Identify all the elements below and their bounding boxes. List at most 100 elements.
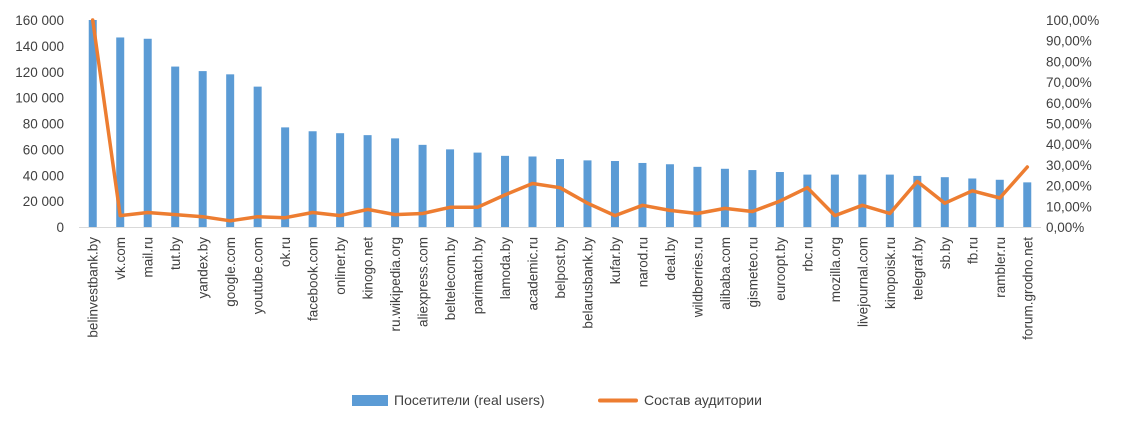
line-point [641,204,644,207]
line-point [586,201,589,205]
right-axis-tick-label: 20,00% [1046,179,1092,194]
line-point [228,219,232,222]
category-label: deal.by [663,237,678,281]
category-label: rambler.ru [993,237,1008,298]
line-point [971,189,974,192]
left-axis: 0 20 000 40 000 60 000 80 000 100 000 120 000 1… [15,13,64,235]
line-point [723,207,727,210]
line-point [888,212,892,215]
category-label: kufar.by [608,237,623,285]
bar [720,168,729,227]
left-axis-tick-label: 20 000 [23,194,64,209]
line-point [503,193,507,197]
line-point [201,215,204,218]
category-label: euroopt.by [773,237,788,301]
bar [198,71,207,228]
bar [418,144,427,227]
category-label: ru.wikipedia.org [388,237,403,332]
bar-series [88,20,1032,228]
left-axis-tick-label: 0 [56,220,64,235]
category-label: wildberries.ru [690,237,705,318]
line-point [998,196,1001,200]
right-axis-tick-label: 60,00% [1046,96,1092,111]
bar [308,131,317,227]
right-axis: 0,00% 10,00% 20,00% 30,00% 40,00% 50,00% 60,00… [1046,13,1099,235]
category-label: forum.grodno.net [1020,237,1035,340]
bar [116,37,125,228]
category-label: aliexpress.com [416,237,431,327]
line-point [696,212,699,215]
line-point [283,216,287,219]
bar [968,178,977,227]
category-label: mozilla.org [828,237,843,302]
category-label: vk.com [113,237,128,280]
left-axis-tick-label: 60 000 [23,142,64,157]
category-label: rbc.ru [800,237,815,272]
line-point [338,214,342,217]
bar [583,160,592,227]
line-point [146,211,149,214]
legend: Посетители (real users) Состав аудитории [352,392,762,408]
line-point [778,199,782,203]
bar [473,152,482,227]
bar [693,166,702,227]
legend-label-audience: Состав аудитории [644,392,762,408]
bar [913,175,922,227]
legend-label-visitors: Посетители (real users) [394,392,545,408]
line-point [751,210,754,213]
bar [995,179,1004,227]
category-label: mail.ru [141,237,156,278]
category-label: fb.ru [965,237,980,264]
bar [885,174,894,227]
left-axis-tick-label: 140 000 [15,39,64,54]
right-axis-tick-label: 10,00% [1046,199,1092,214]
bar [830,174,839,227]
line-point [558,186,562,189]
line-point [531,182,534,185]
category-label: kinopoisk.ru [883,237,898,309]
left-axis-tick-label: 40 000 [23,168,64,183]
bar [501,155,510,227]
bar [446,149,455,227]
line-point [668,209,672,212]
left-axis-tick-label: 160 000 [15,13,64,28]
bar [226,74,235,228]
right-axis-tick-label: 0,00% [1046,220,1084,235]
category-label: youtube.com [251,237,266,314]
bar [528,156,537,227]
category-label: belpost.by [553,237,568,299]
bar [88,20,97,227]
line-point [421,212,424,215]
line-series [90,18,1030,223]
category-label: lamoda.by [498,237,513,300]
bar [143,38,152,228]
line-point [119,214,122,217]
category-label: google.com [223,237,238,307]
line-point [943,201,946,205]
line-point [833,214,837,217]
category-label: gismeteo.ru [745,237,760,308]
right-axis-tick-label: 40,00% [1046,137,1092,152]
category-label: telegraf.by [910,237,925,300]
category-label: kinogo.net [361,237,376,300]
bar [556,159,564,227]
line-point [448,206,452,209]
bar [803,174,812,227]
line-point [861,204,864,207]
category-label: yandex.by [196,237,211,299]
left-axis-tick-label: 80 000 [23,117,64,132]
category-label: facebook.com [306,237,321,321]
category-label: belarusbank.by [580,237,595,329]
category-label: narod.ru [635,237,650,287]
bar [610,161,619,227]
line-point [806,186,809,189]
category-label: livejournal.com [855,237,870,327]
category-label: belinvestbank.by [86,237,101,338]
right-axis-tick-label: 90,00% [1046,34,1092,49]
bar [1023,182,1032,227]
left-axis-tick-label: 120 000 [15,65,64,80]
x-axis-labels: belinvestbank.by vk.com mail.ru tut.by yande… [86,237,1036,340]
category-label: parimatch.by [471,237,486,315]
line-point [916,180,919,183]
